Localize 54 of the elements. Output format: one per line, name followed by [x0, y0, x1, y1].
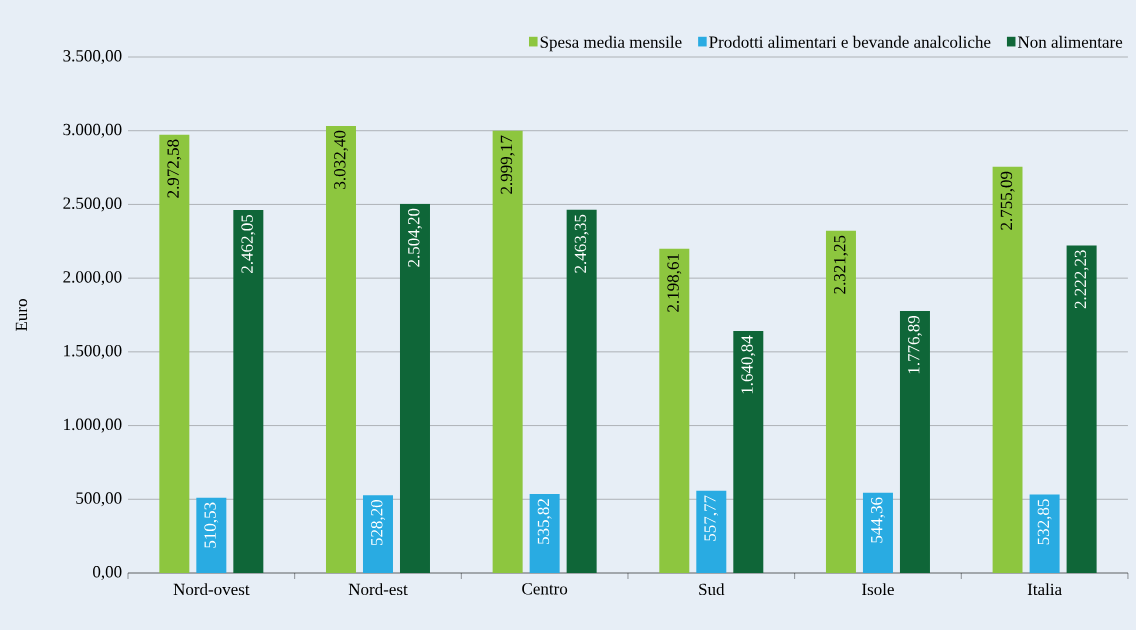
y-tick-label: 500,00	[76, 492, 122, 507]
bar	[899, 311, 930, 573]
y-tick-label: 1.000,00	[64, 418, 122, 433]
x-tick-label: Isole	[862, 583, 894, 596]
x-tick-label: Centro	[522, 583, 568, 595]
bar	[1066, 245, 1097, 573]
y-tick-label: 2.500,00	[63, 197, 122, 212]
legend-label: Non alimentare	[1017, 35, 1123, 48]
bar	[196, 497, 227, 573]
data-label: 535,82	[537, 499, 552, 544]
y-tick-label: 3.000,00	[63, 123, 122, 138]
bar	[362, 495, 393, 573]
bar	[825, 230, 856, 573]
bar	[529, 494, 560, 573]
bar	[566, 209, 597, 573]
y-tick-label: 0,00	[93, 566, 122, 580]
bar	[159, 134, 190, 573]
data-label: 1.640,84	[741, 335, 756, 394]
y-tick-label: 3.500,00	[63, 50, 122, 64]
x-tick-label: Italia	[1027, 583, 1062, 596]
bar	[862, 492, 893, 573]
data-label: 1.776,89	[908, 315, 922, 374]
bar	[733, 331, 764, 573]
data-label: 528,20	[371, 499, 385, 546]
data-label: 2.999,17	[500, 135, 515, 194]
data-label: 557,77	[704, 495, 719, 541]
bar	[1029, 494, 1060, 573]
bar	[399, 203, 430, 573]
data-label: 2.462,05	[241, 214, 256, 273]
data-label: 2.504,20	[408, 208, 422, 267]
data-label: 2.321,25	[834, 235, 848, 294]
bar	[325, 125, 356, 573]
x-tick-label: Nord-ovest	[173, 583, 250, 596]
data-label: 2.972,58	[167, 139, 182, 198]
data-label: 532,85	[1037, 499, 1052, 545]
y-tick-label: 2.000,00	[63, 271, 122, 286]
data-label: 544,36	[871, 497, 885, 543]
data-label: 2.463,35	[574, 214, 589, 273]
legend-label: Prodotti alimentari e bevande analcoliche	[709, 35, 991, 48]
bar	[696, 490, 727, 573]
bar	[992, 166, 1023, 573]
data-label: 510,53	[204, 502, 219, 548]
y-axis-title: Euro	[15, 299, 28, 332]
bar	[233, 210, 264, 573]
y-tick-label: 1.500,00	[64, 344, 122, 359]
legend-label: Spesa media mensile	[540, 35, 682, 52]
data-label: 2.198,61	[667, 254, 682, 312]
data-label: 3.032,40	[334, 130, 348, 189]
data-label: 2.755,09	[1000, 171, 1015, 230]
bar	[492, 130, 523, 573]
data-label: 2.222,23	[1074, 250, 1089, 309]
x-tick-label: Sud	[699, 583, 725, 596]
bar	[659, 248, 690, 573]
x-tick-label: Nord-est	[348, 583, 408, 596]
